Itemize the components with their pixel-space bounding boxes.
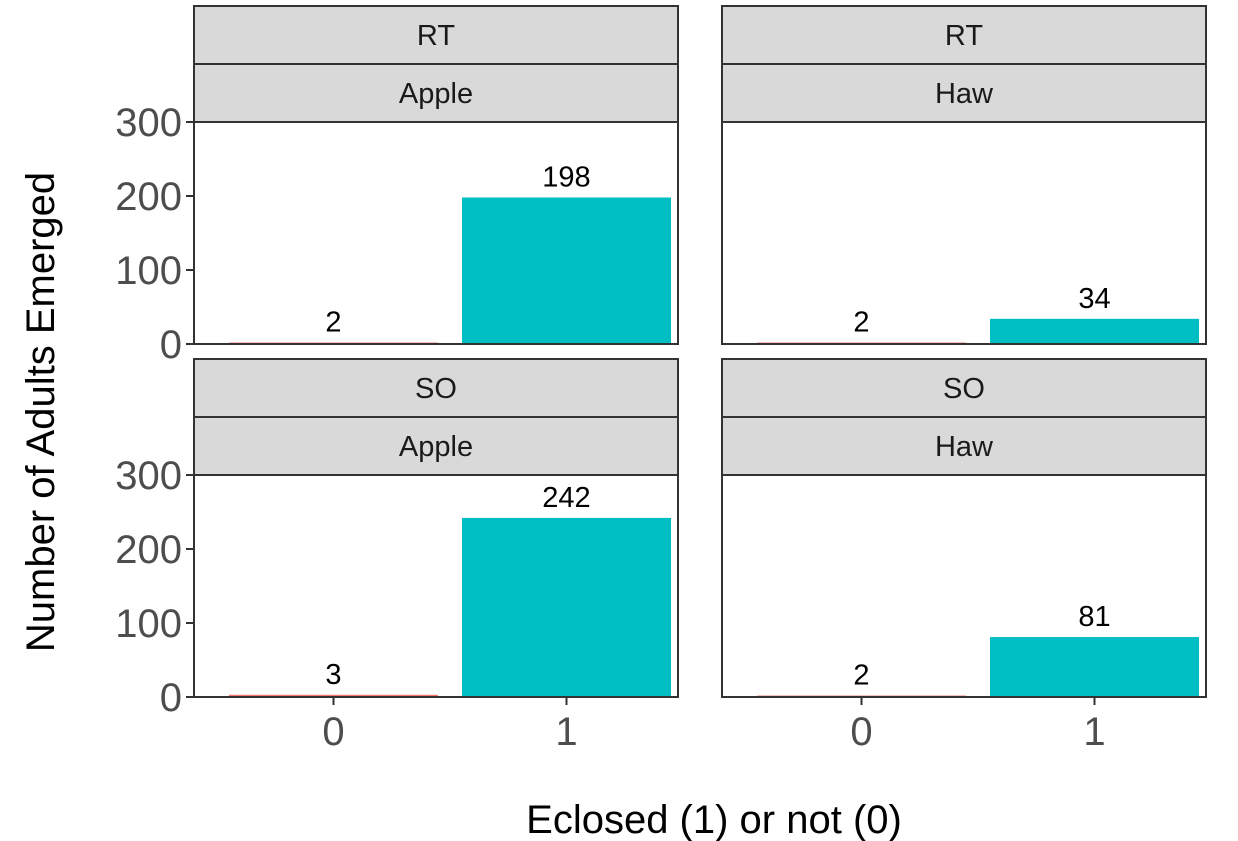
panels-layer: RTApple21980100200300RTHaw234SOApple3242… [115,5,1207,754]
y-tick-label: 0 [160,676,182,720]
bar-1 [462,197,671,344]
x-tick-label: 0 [850,710,872,754]
x-tick-label: 0 [322,710,344,754]
strip-col-background [193,63,679,123]
bar-value-label: 198 [542,161,590,193]
panel-so-haw: SO Haw 2 81 0 1 [721,358,1207,754]
strip-row-label: SO [943,373,985,405]
strip-row-background [721,358,1207,418]
y-tick-label: 200 [115,175,182,219]
strip-col-label: Apple [399,431,473,463]
y-tick-label: 100 [115,602,182,646]
bar-0 [229,694,438,697]
panel-rt-haw: RT Haw 2 34 [721,5,1207,345]
y-tick-label: 300 [115,101,182,145]
bar-value-label: 242 [542,482,590,514]
strip-row-label: RT [945,20,983,52]
y-tick-label: 0 [160,323,182,367]
y-tick-label: 300 [115,454,182,498]
y-axis-title: Number of Adults Emerged [19,172,63,652]
panel-border [193,121,679,345]
x-axis-title: Eclosed (1) or not (0) [526,798,902,841]
bar-value-label: 2 [853,660,869,692]
bar-value-label: 34 [1078,283,1110,315]
strip-col-background [193,416,679,476]
strip-row-background [193,5,679,65]
strip-row-label: SO [415,373,457,405]
bar-1 [990,637,1199,697]
bar-1 [990,318,1199,344]
strip-col-label: Haw [935,431,994,463]
x-tick-label: 1 [555,710,577,754]
bar-value-label: 3 [325,659,341,691]
x-tick-label: 1 [1083,710,1105,754]
y-tick-label: 200 [115,528,182,572]
strip-row-background [193,358,679,418]
bar-value-label: 2 [325,307,341,339]
strip-col-label: Apple [399,78,473,110]
bar-value-label: 81 [1078,601,1110,633]
strip-col-label: Haw [935,78,994,110]
panel-border [721,121,1207,345]
strip-col-background [721,416,1207,476]
strip-row-label: RT [417,20,455,52]
strip-row-background [721,5,1207,65]
bar-1 [462,517,671,697]
y-tick-label: 100 [115,249,182,293]
panel-border [193,474,679,698]
panel-border [721,474,1207,698]
panel-rt-apple: RT Apple 2 198 0 100 200 300 [115,5,679,367]
bar-value-label: 2 [853,307,869,339]
panel-so-apple: SO Apple 3 242 0 100 200 300 0 1 [115,358,679,754]
